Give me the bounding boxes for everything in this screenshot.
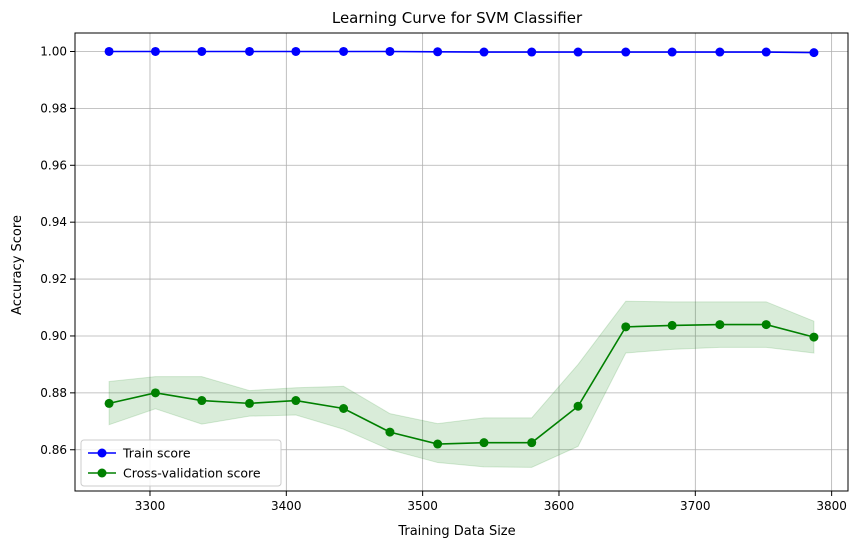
data-point bbox=[385, 46, 395, 56]
data-point bbox=[433, 47, 443, 57]
data-point bbox=[621, 322, 631, 332]
legend-label: Train score bbox=[122, 446, 191, 461]
data-point bbox=[245, 398, 255, 408]
series-line bbox=[108, 323, 815, 445]
y-tick-label: 0.86 bbox=[40, 443, 67, 457]
data-point bbox=[761, 320, 771, 330]
y-tick-label: 0.92 bbox=[40, 272, 67, 286]
data-point bbox=[197, 396, 207, 406]
data-point bbox=[715, 320, 725, 330]
x-tick-label: 3800 bbox=[816, 499, 847, 513]
data-point bbox=[104, 46, 114, 56]
data-point bbox=[385, 427, 395, 437]
chart-title: Learning Curve for SVM Classifier bbox=[332, 9, 583, 27]
y-axis-label: Accuracy Score bbox=[10, 215, 25, 315]
confidence-band bbox=[108, 300, 815, 468]
data-point bbox=[197, 46, 207, 56]
legend-marker bbox=[97, 468, 107, 478]
y-tick-label: 1.00 bbox=[40, 44, 67, 58]
y-tick-label: 0.90 bbox=[40, 329, 67, 343]
data-point bbox=[291, 46, 301, 56]
x-axis-label: Training Data Size bbox=[397, 524, 515, 539]
data-point bbox=[667, 47, 677, 57]
data-point bbox=[339, 404, 349, 414]
plot-frame bbox=[74, 32, 849, 492]
series-line bbox=[109, 50, 814, 54]
x-tick-label: 3400 bbox=[271, 499, 302, 513]
data-point bbox=[104, 398, 114, 408]
x-tick-label: 3500 bbox=[407, 499, 438, 513]
y-tick-label: 0.94 bbox=[40, 215, 67, 229]
data-point bbox=[150, 46, 160, 56]
y-tick-label: 0.88 bbox=[40, 386, 67, 400]
data-point bbox=[527, 438, 537, 448]
data-point bbox=[809, 48, 819, 58]
legend-marker bbox=[97, 448, 107, 458]
legend: Train score Cross-validation score bbox=[80, 439, 282, 487]
legend-label: Cross-validation score bbox=[123, 466, 261, 481]
data-point bbox=[667, 320, 677, 330]
y-tick-label: 0.98 bbox=[40, 101, 67, 115]
data-point bbox=[339, 46, 349, 56]
data-point bbox=[433, 439, 443, 449]
data-point bbox=[291, 396, 301, 406]
data-point bbox=[479, 438, 489, 448]
data-point bbox=[761, 47, 771, 57]
data-point bbox=[809, 332, 819, 342]
y-tick-label: 0.96 bbox=[40, 158, 67, 172]
legend-box bbox=[80, 439, 282, 487]
data-point bbox=[150, 388, 160, 398]
x-tick-label: 3700 bbox=[680, 499, 711, 513]
data-point bbox=[479, 47, 489, 57]
data-point bbox=[573, 401, 583, 411]
data-point bbox=[573, 47, 583, 57]
data-point bbox=[245, 46, 255, 56]
x-tick-label: 3600 bbox=[544, 499, 575, 513]
x-tick-label: 3300 bbox=[135, 499, 166, 513]
data-point bbox=[715, 47, 725, 57]
data-point bbox=[527, 47, 537, 57]
data-point bbox=[621, 47, 631, 57]
